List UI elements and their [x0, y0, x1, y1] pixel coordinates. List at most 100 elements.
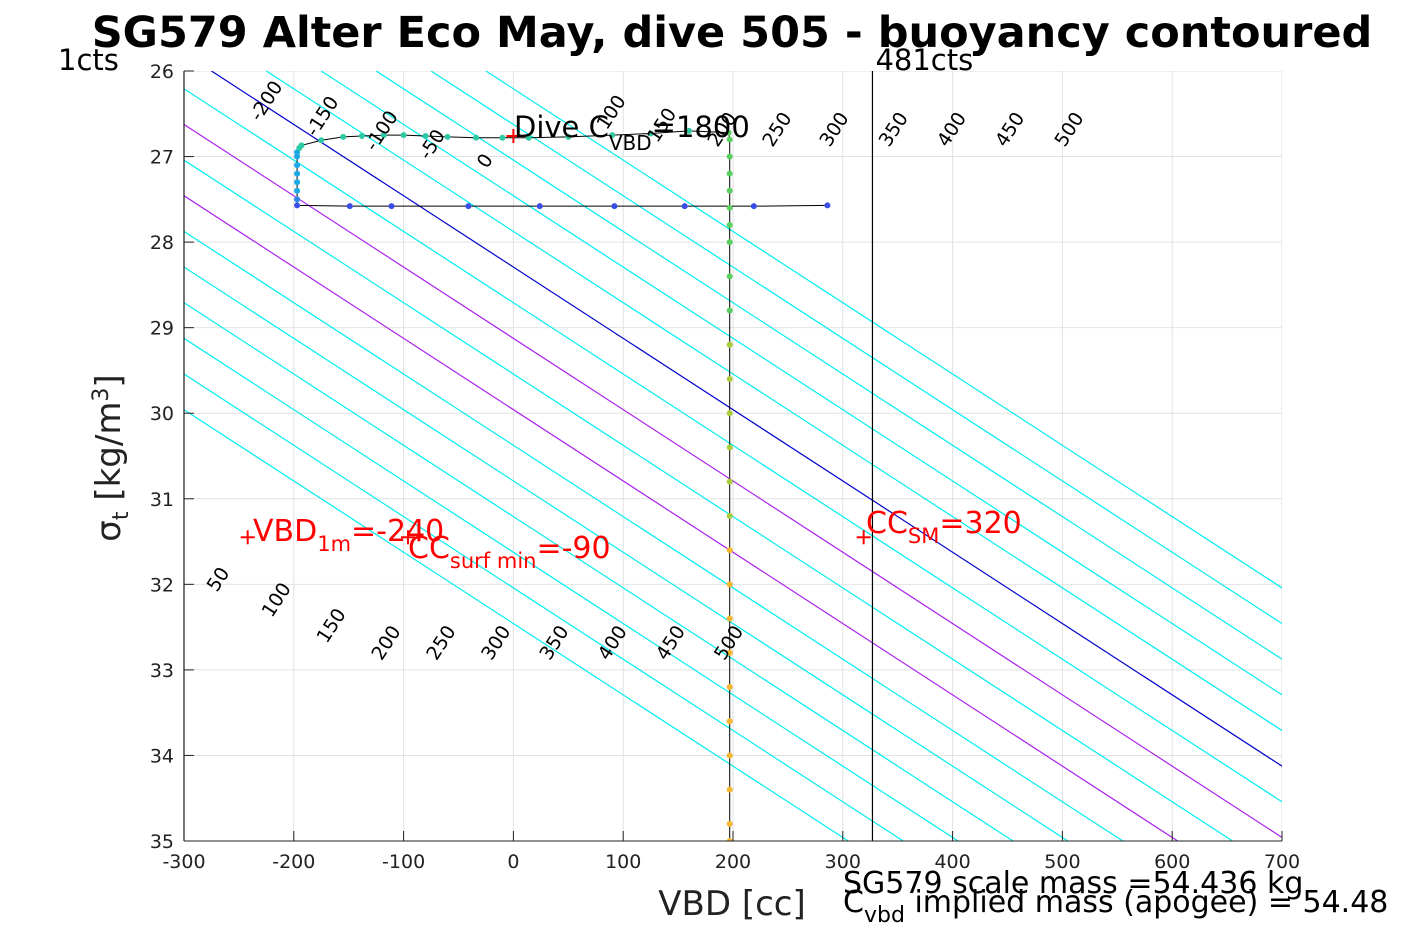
contour-label-top-300: 300: [815, 108, 853, 150]
contour-line-200: [184, 195, 1179, 841]
track-point: [726, 222, 733, 228]
track-point: [294, 162, 301, 169]
contour-label-top-0: 0: [473, 150, 498, 172]
x-tick-label: 500: [1044, 851, 1080, 873]
y-tick-label: 35: [150, 831, 174, 853]
contour-line-500: [184, 408, 849, 841]
track-point: [647, 130, 654, 137]
y-tick-label: 31: [150, 489, 174, 511]
track-point: [358, 133, 365, 140]
y-tick-label: 27: [150, 147, 174, 169]
x-tick-label: 600: [1154, 851, 1190, 873]
contour-label-bottom-500: 500: [710, 622, 748, 664]
x-tick-label: 300: [825, 851, 861, 873]
track-point: [294, 196, 301, 203]
contour-line--150: [375, 71, 1282, 660]
track-point: [726, 615, 733, 622]
track-point: [525, 134, 532, 141]
contour-label-bottom-250: 250: [422, 622, 460, 664]
track-point: [726, 341, 733, 348]
contour-line--200: [430, 71, 1282, 625]
y-tick-label: 29: [150, 318, 174, 340]
contour-line-0: [211, 71, 1282, 767]
track-point: [726, 136, 733, 143]
x-tick-label: 700: [1264, 851, 1300, 873]
track-point: [726, 718, 733, 725]
contour-label-top-500: 500: [1050, 108, 1088, 150]
contour-label-bottom-200: 200: [367, 622, 405, 664]
track-point: [400, 132, 407, 139]
contour-line--50: [266, 71, 1282, 732]
track-point: [294, 202, 301, 209]
contour-label-top-250: 250: [758, 108, 796, 150]
footer: SG579 scale mass =54.436 kg Cvbd implied…: [843, 866, 1388, 928]
contour-label-top--100: -100: [361, 107, 403, 155]
contour-label-bottom-50: 50: [203, 563, 235, 595]
track-point: [726, 547, 733, 554]
contour-line-450: [184, 373, 904, 841]
marker-dive-c: [506, 129, 521, 144]
dive-c-annotation: Dive CVBD=1800: [514, 110, 750, 155]
contour-label-top--50: -50: [415, 126, 450, 164]
track-point: [318, 137, 325, 144]
marker-cc-sm: [856, 530, 871, 545]
contour-line-250: [184, 230, 1124, 841]
track-point: [473, 134, 480, 141]
track-point: [565, 133, 572, 140]
plot-clipped: [184, 71, 1282, 841]
track-point: [726, 444, 733, 451]
y-tick-label: 34: [150, 745, 174, 767]
vertical-line-label-0: 481cts: [875, 43, 973, 77]
contour-label-bottom-100: 100: [258, 579, 296, 621]
track-point: [726, 239, 733, 246]
track-point: [681, 203, 688, 210]
track-point: [726, 153, 733, 160]
track-point: [294, 179, 301, 186]
track-point: [726, 838, 733, 841]
track-point: [726, 307, 733, 314]
contour-line-50: [184, 88, 1282, 803]
vbd-1m-annotation: VBD1m=-240: [253, 514, 444, 556]
track-point: [726, 512, 733, 519]
track-point: [725, 129, 732, 136]
track-point: [726, 170, 733, 177]
track-point: [499, 134, 506, 141]
x-tick-label: 400: [934, 851, 970, 873]
x-tick-label: 200: [715, 851, 751, 873]
y-axis-subscript: t: [109, 511, 134, 520]
track-point: [686, 127, 693, 134]
y-axis-close: ]: [89, 374, 129, 387]
y-axis-superscript: 3: [89, 388, 114, 402]
track-point: [726, 478, 733, 485]
track-point: [609, 132, 616, 139]
y-axis-unit: [kg/m: [89, 402, 129, 512]
track-point: [294, 170, 301, 177]
contour-line-300: [184, 266, 1069, 841]
dive-track-line: [296, 130, 828, 841]
contour-label-top-400: 400: [933, 108, 971, 150]
contour-label-bottom-150: 150: [312, 605, 350, 647]
x-tick-label: 0: [507, 851, 519, 873]
track-point: [726, 410, 733, 417]
track-point: [726, 376, 733, 382]
x-tick-label: -300: [162, 851, 205, 873]
track-point: [340, 133, 347, 140]
track-point: [726, 752, 733, 759]
track-point: [298, 142, 305, 149]
track-point: [294, 153, 301, 160]
track-point: [726, 204, 733, 211]
track-point: [422, 133, 429, 140]
track-point: [444, 133, 451, 140]
contour-line-150: [184, 159, 1233, 841]
marker-cc-surf-min: [400, 530, 415, 545]
track-point: [726, 786, 733, 793]
track-point: [388, 203, 395, 210]
chart-title: SG579 Alter Eco May, dive 505 - buoyancy…: [92, 8, 1373, 58]
y-tick-label: 26: [150, 61, 174, 83]
track-point: [726, 684, 733, 690]
y-tick-label: 33: [150, 660, 174, 682]
track-point: [750, 203, 757, 210]
track-point: [726, 273, 733, 280]
